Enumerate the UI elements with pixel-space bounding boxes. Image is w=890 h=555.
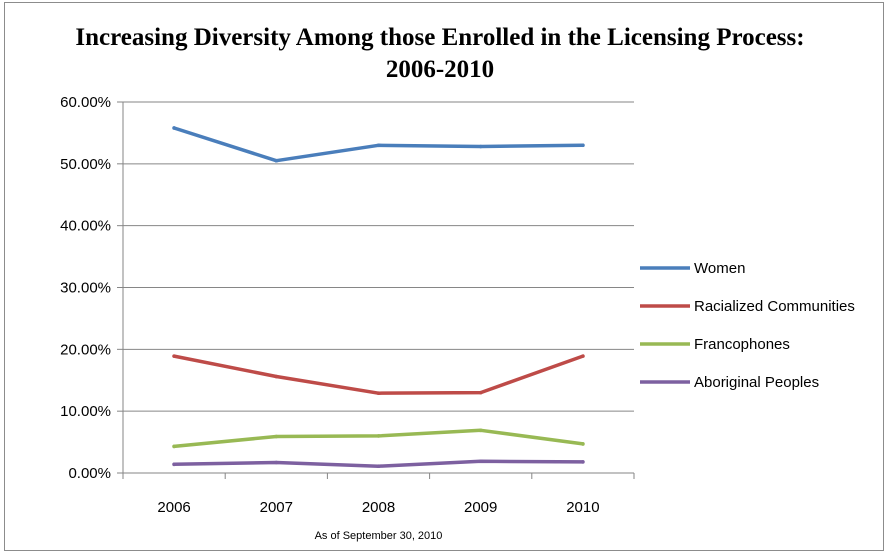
data-point [376, 143, 381, 148]
data-point [581, 442, 585, 446]
series-line [172, 428, 585, 449]
data-point [172, 354, 176, 358]
data-point [376, 434, 381, 438]
data-point [172, 126, 176, 130]
y-tick-label: 40.00% [60, 218, 111, 235]
data-point [376, 391, 381, 396]
y-tick-label: 10.00% [60, 403, 111, 420]
footnote: As of September 30, 2010 [315, 530, 443, 542]
y-tick-label: 20.00% [60, 341, 111, 358]
data-point [478, 144, 483, 149]
chart-frame [4, 2, 884, 551]
x-tick-label: 2006 [157, 499, 190, 516]
legend-label: Francophones [694, 336, 790, 353]
data-point [172, 462, 176, 467]
legend-label: Racialized Communities [694, 298, 855, 315]
x-tick-label: 2008 [362, 499, 395, 516]
data-point [274, 374, 279, 379]
series-line [172, 354, 585, 395]
chart-title: Increasing Diversity Among those Enrolle… [75, 24, 805, 83]
data-point [274, 460, 279, 465]
data-point [172, 444, 176, 449]
y-tick-label: 0.00% [68, 465, 111, 482]
data-point [274, 434, 279, 439]
y-tick-label: 50.00% [60, 156, 111, 173]
x-tick-label: 2010 [566, 499, 599, 516]
legend-label: Women [694, 260, 745, 277]
data-point [274, 158, 279, 163]
x-tick-label: 2009 [464, 499, 497, 516]
y-tick-label: 30.00% [60, 280, 111, 297]
data-point [581, 460, 585, 464]
data-point [478, 390, 483, 395]
data-point [581, 354, 585, 358]
data-point [376, 464, 381, 468]
x-tick-label: 2007 [260, 499, 293, 516]
data-point [478, 459, 483, 464]
data-point [478, 428, 483, 433]
legend-label: Aboriginal Peoples [694, 374, 819, 391]
data-point [581, 143, 585, 148]
y-tick-label: 60.00% [60, 94, 111, 111]
